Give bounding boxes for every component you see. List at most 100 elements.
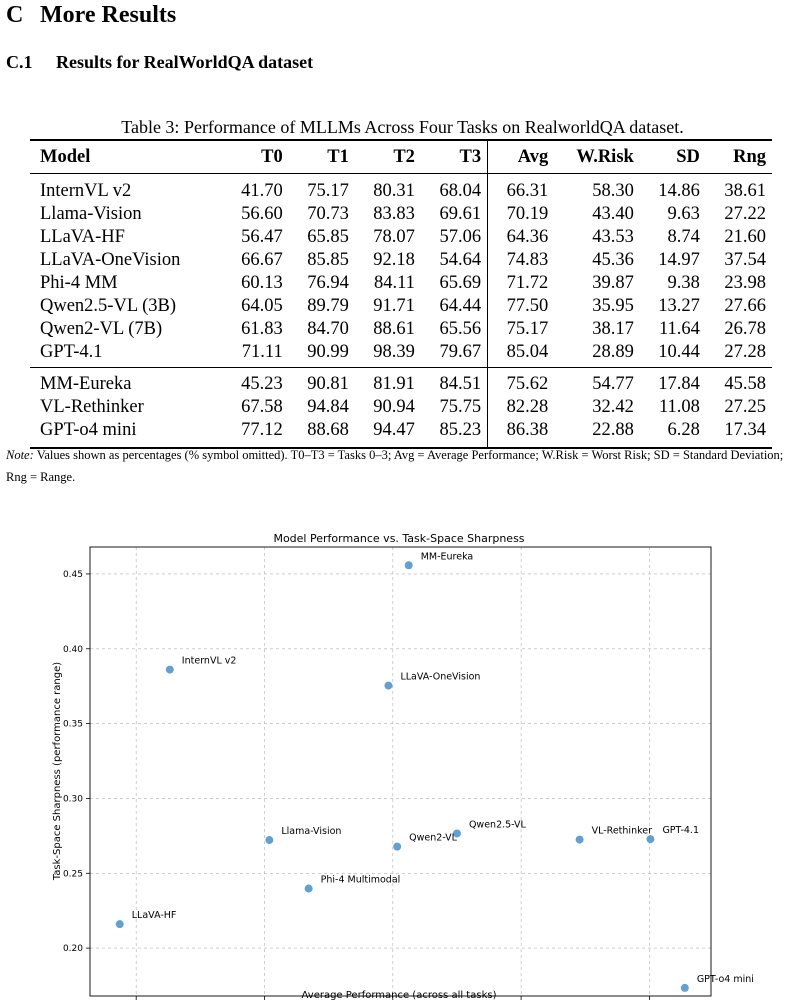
value-cell: 88.68 — [307, 420, 349, 440]
value-cell: 45.23 — [241, 374, 283, 394]
model-name-cell: Phi-4 MM — [40, 273, 118, 293]
value-cell: 71.72 — [487, 272, 555, 295]
subsection-title: Results for RealWorldQA dataset — [56, 52, 314, 72]
note-lead: Note: — [6, 448, 34, 462]
value-cell: 85.23 — [439, 420, 482, 440]
value-cell: 84.70 — [307, 319, 349, 339]
value-cell: 81.91 — [373, 374, 415, 394]
model-name-cell: GPT-o4 mini — [40, 420, 137, 440]
value-cell: 64.05 — [241, 296, 283, 316]
y-tick-label: 0.30 — [63, 794, 83, 804]
scatter-point — [646, 835, 655, 844]
value-cell: 86.38 — [487, 419, 555, 448]
value-cell: 28.89 — [592, 342, 634, 362]
value-cell: 54.77 — [592, 374, 634, 394]
value-cell: 89.79 — [307, 296, 349, 316]
value-cell: 38.17 — [592, 319, 634, 339]
value-cell: 14.97 — [658, 250, 700, 270]
scatter-point — [165, 665, 174, 674]
value-cell: 75.17 — [487, 318, 555, 341]
value-cell: 41.70 — [241, 181, 283, 201]
point-label: GPT-o4 mini — [697, 974, 754, 985]
value-cell: 84.11 — [373, 273, 415, 293]
value-cell: 27.28 — [724, 342, 766, 362]
value-cell: 69.61 — [439, 204, 482, 224]
value-cell: 94.47 — [373, 420, 415, 440]
value-cell: 75.75 — [439, 397, 482, 417]
value-cell: 11.64 — [658, 319, 700, 339]
scatter-point — [404, 561, 413, 570]
header-t1: T1 — [327, 146, 349, 167]
value-cell: 67.58 — [241, 397, 283, 417]
value-cell: 74.83 — [487, 249, 555, 272]
y-tick-label: 0.45 — [63, 570, 83, 580]
value-cell: 45.36 — [592, 250, 634, 270]
value-cell: 75.62 — [487, 367, 555, 396]
value-cell: 26.78 — [724, 319, 766, 339]
value-cell: 58.30 — [592, 181, 634, 201]
value-cell: 83.83 — [373, 204, 415, 224]
table-row: LLaVA-OneVision 66.67 85.85 92.18 54.64 74.83… — [30, 249, 772, 272]
y-tick-label: 0.40 — [63, 645, 83, 655]
model-name-cell: LLaVA-OneVision — [40, 250, 181, 270]
header-row: Model T0 T1 T2 T3 Avg W.Risk SD Rng — [30, 140, 772, 174]
value-cell: 37.54 — [724, 250, 766, 270]
scatter-point — [384, 681, 393, 690]
chart-gridlines — [90, 547, 711, 996]
value-cell: 65.69 — [439, 273, 482, 293]
value-cell: 9.38 — [667, 273, 700, 293]
model-name-cell: InternVL v2 — [40, 181, 132, 201]
model-name-cell: Qwen2-VL (7B) — [40, 319, 163, 339]
value-cell: 27.66 — [724, 296, 766, 316]
value-cell: 22.88 — [592, 420, 634, 440]
header-w-risk: W.Risk — [576, 146, 634, 167]
value-cell: 21.60 — [724, 227, 766, 247]
value-cell: 98.39 — [373, 342, 415, 362]
table-caption: Table 3: Performance of MLLMs Across Fou… — [121, 117, 684, 137]
value-cell: 17.84 — [658, 374, 700, 394]
value-cell: 92.18 — [373, 250, 415, 270]
scatter-point — [452, 829, 461, 838]
subsection-heading: C.1 Results for RealWorldQA dataset — [6, 52, 313, 73]
value-cell: 82.28 — [487, 396, 555, 419]
header-avg: Avg — [487, 140, 555, 174]
value-cell: 54.64 — [439, 250, 482, 270]
value-cell: 56.60 — [241, 204, 283, 224]
value-cell: 66.67 — [241, 250, 283, 270]
point-label: InternVL v2 — [182, 656, 237, 667]
value-cell: 77.12 — [241, 420, 283, 440]
scatter-chart: Model Performance vs. Task-Space Sharpne… — [52, 532, 754, 1001]
header-rng: Rng — [733, 146, 766, 167]
value-cell: 27.25 — [724, 397, 766, 417]
table-header: Model T0 T1 T2 T3 Avg W.Risk SD Rng — [30, 140, 772, 174]
value-cell: 39.87 — [592, 273, 634, 293]
value-cell: 65.56 — [439, 319, 482, 339]
value-cell: 43.40 — [592, 204, 634, 224]
table-row: Qwen2.5-VL (3B) 64.05 89.79 91.71 64.44 77.50… — [30, 295, 772, 318]
table-row: GPT-4.1 71.11 90.99 98.39 79.67 85.04 28.89 10.… — [30, 341, 772, 368]
value-cell: 90.99 — [307, 342, 349, 362]
model-name-cell: VL-Rethinker — [40, 397, 144, 417]
value-cell: 38.61 — [724, 181, 766, 201]
scatter-point — [265, 836, 274, 845]
section-number: C — [6, 2, 24, 28]
value-cell: 78.07 — [373, 227, 415, 247]
model-name-cell: GPT-4.1 — [40, 342, 103, 362]
model-name-cell: Qwen2.5-VL (3B) — [40, 296, 176, 316]
value-cell: 77.50 — [487, 295, 555, 318]
value-cell: 68.04 — [439, 181, 482, 201]
value-cell: 9.63 — [667, 204, 700, 224]
scatter-point — [304, 884, 313, 893]
header-sd: SD — [676, 146, 700, 167]
model-name-cell: Llama-Vision — [40, 204, 142, 224]
value-cell: 32.42 — [592, 397, 634, 417]
value-cell: 6.28 — [667, 420, 700, 440]
results-table: Model T0 T1 T2 T3 Avg W.Risk SD Rng InternVL v2 4… — [30, 139, 772, 449]
note-text: Values shown as percentages (% symbol om… — [6, 448, 784, 484]
value-cell: 71.11 — [241, 342, 283, 362]
header-t2: T2 — [393, 146, 415, 167]
value-cell: 91.71 — [373, 296, 415, 316]
point-label: MM-Eureka — [421, 551, 474, 562]
scatter-point — [393, 842, 402, 851]
value-cell: 64.36 — [487, 226, 555, 249]
